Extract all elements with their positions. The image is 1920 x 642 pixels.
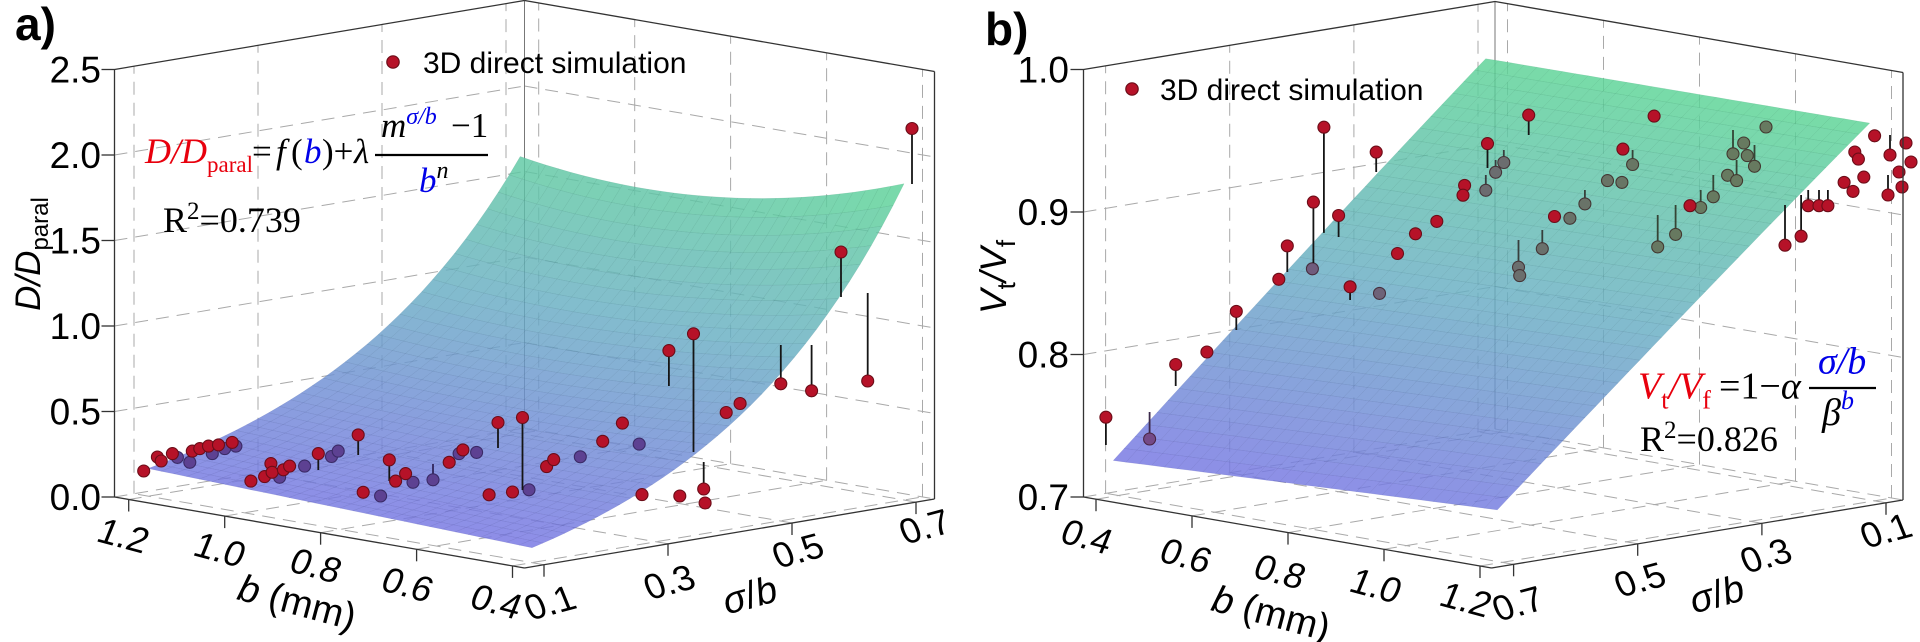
svg-text:2.0: 2.0 xyxy=(50,135,101,176)
svg-text:a): a) xyxy=(15,0,56,50)
svg-text:0.5: 0.5 xyxy=(50,392,101,433)
svg-text:b): b) xyxy=(985,3,1028,55)
svg-text:1.5: 1.5 xyxy=(50,221,101,262)
svg-text:λ: λ xyxy=(353,132,369,171)
svg-text:R2=0.739: R2=0.739 xyxy=(163,198,301,240)
svg-text:0.7: 0.7 xyxy=(1018,477,1069,518)
svg-text:Vt/Vf: Vt/Vf xyxy=(1638,366,1711,415)
svg-text:=1−α: =1−α xyxy=(1719,366,1802,408)
svg-text:R2=0.826: R2=0.826 xyxy=(1640,417,1778,459)
svg-text:2.5: 2.5 xyxy=(50,50,101,91)
svg-text:3D direct simulation: 3D direct simulation xyxy=(423,47,686,80)
svg-text:(: ( xyxy=(291,132,303,171)
svg-text:0.9: 0.9 xyxy=(1018,192,1069,233)
svg-text:=: = xyxy=(252,132,272,171)
svg-text:)+: )+ xyxy=(322,132,353,171)
svg-text:b: b xyxy=(304,132,322,171)
svg-text:Vt/Vf: Vt/Vf xyxy=(973,239,1021,314)
svg-text:1.0: 1.0 xyxy=(1018,50,1069,91)
svg-text:0.0: 0.0 xyxy=(50,477,101,518)
svg-text:0.8: 0.8 xyxy=(1018,335,1069,376)
svg-text:−1: −1 xyxy=(451,106,488,145)
svg-text:1.0: 1.0 xyxy=(50,306,101,347)
svg-text:3D direct simulation: 3D direct simulation xyxy=(1160,74,1423,107)
svg-text:σ/b: σ/b xyxy=(1818,341,1866,383)
